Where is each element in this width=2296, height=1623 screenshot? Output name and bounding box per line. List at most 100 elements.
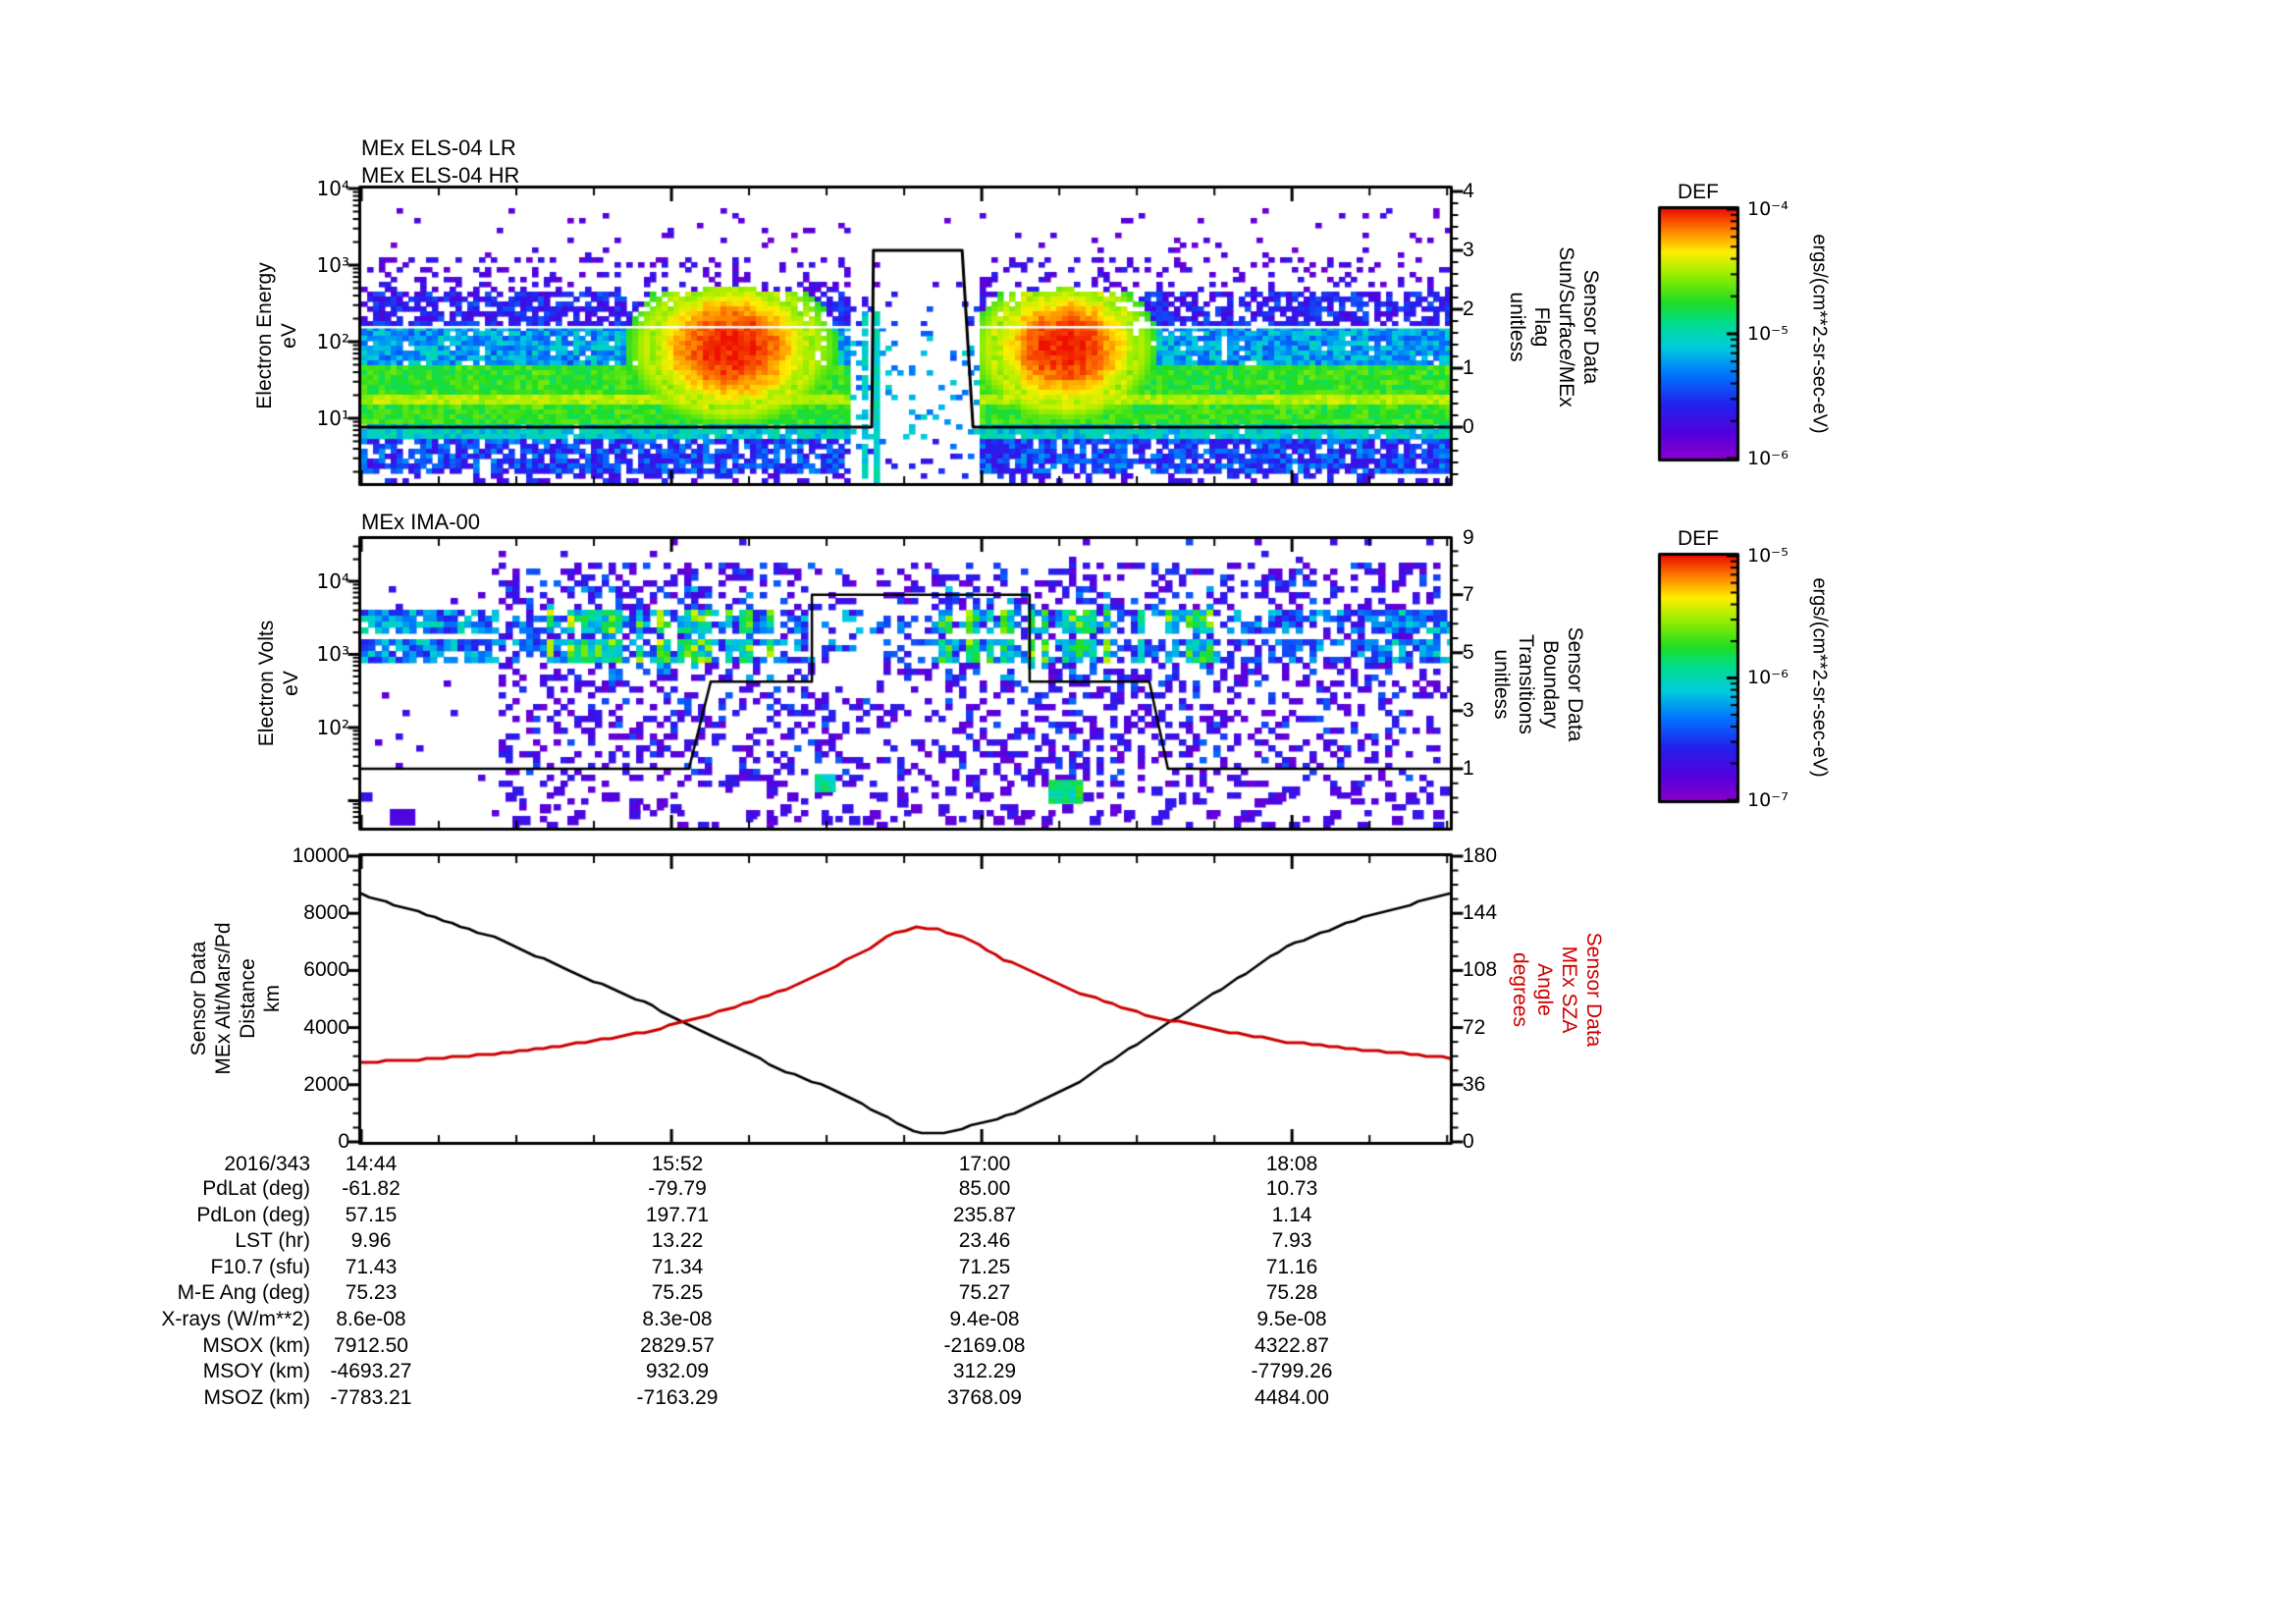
ephemeris-right-axis-label: Sensor Data MEx SZA Angle degrees bbox=[1508, 933, 1606, 1048]
ima-right-axis-label-line2: Boundary bbox=[1539, 640, 1562, 729]
colorbar2-unit-text: ergs/(cm**2-sr-sec-eV) bbox=[1808, 577, 1831, 778]
table-value: 4484.00 bbox=[1255, 1385, 1329, 1409]
ephemeris-left-axis-label: Sensor Data MEx Alt/Mars/Pd Distance km bbox=[187, 922, 285, 1074]
els-title-line1: MEx ELS-04 LR bbox=[361, 135, 516, 160]
els-right-axis-label-line1: Sensor Data bbox=[1579, 269, 1602, 385]
ima-flag-axis-tick-label: 1 bbox=[1463, 757, 1474, 780]
ephemeris-left-tick-label: 10000 bbox=[292, 844, 349, 867]
table-value: 13.22 bbox=[651, 1229, 704, 1253]
table-value: 4322.87 bbox=[1255, 1333, 1329, 1357]
ima-ytick-label: 10² bbox=[316, 716, 349, 739]
ephemeris-right-axis-label-line2: MEx SZA bbox=[1558, 946, 1580, 1034]
ima-y-axis-unit: eV bbox=[280, 671, 302, 696]
colorbar1-tick-label: 10⁻⁶ bbox=[1747, 448, 1789, 469]
table-value: 75.27 bbox=[958, 1281, 1011, 1305]
table-row-label: LST (hr) bbox=[235, 1229, 310, 1253]
colorbar2-unit-label: ergs/(cm**2-sr-sec-eV) bbox=[1807, 577, 1832, 777]
els-title-line2: MEx ELS-04 HR bbox=[361, 163, 520, 188]
ima-y-axis-label: Electron Volts eV bbox=[254, 621, 303, 746]
ima-right-axis-label: Sensor Data Boundary Transitions unitles… bbox=[1489, 627, 1587, 742]
table-value: 2829.57 bbox=[640, 1333, 715, 1357]
ima-flag-axis-tick-label: 5 bbox=[1463, 641, 1474, 664]
ima-title: MEx IMA-00 bbox=[361, 510, 481, 534]
ima-right-axis-label-line3: Transitions bbox=[1515, 634, 1537, 734]
ima-ytick-label: 10⁴ bbox=[316, 569, 349, 593]
ephemeris-right-axis-label-line3: Angle bbox=[1533, 963, 1556, 1016]
els-right-axis-unit: unitless bbox=[1506, 292, 1528, 362]
table-value: 1.14 bbox=[1271, 1203, 1312, 1226]
els-flag-axis-tick-label: 3 bbox=[1463, 239, 1474, 261]
colorbar2-tick-label: 10⁻⁷ bbox=[1747, 789, 1789, 811]
els-flag-axis-tick-label: 4 bbox=[1463, 180, 1474, 202]
els-right-axis-label: Sensor Data Sun/Surface/MEx Flag unitles… bbox=[1505, 246, 1603, 406]
table-value: 71.16 bbox=[1265, 1255, 1318, 1278]
table-value: 23.46 bbox=[958, 1229, 1011, 1253]
els-right-axis-label-line2: Sun/Surface/MEx bbox=[1555, 246, 1577, 407]
table-value: 75.23 bbox=[345, 1281, 398, 1305]
colorbar1-unit-label: ergs/(cm**2-sr-sec-eV) bbox=[1807, 234, 1832, 433]
els-y-axis-label: Electron Energy eV bbox=[252, 262, 301, 408]
table-value: 57.15 bbox=[345, 1203, 398, 1226]
els-flag-axis-tick-label: 1 bbox=[1463, 356, 1474, 379]
table-value: -7163.29 bbox=[636, 1385, 719, 1409]
colorbar1-tick-label: 10⁻⁵ bbox=[1747, 323, 1789, 345]
ephemeris-left-axis-label-line3: Distance bbox=[237, 958, 259, 1039]
table-value: -7799.26 bbox=[1251, 1360, 1333, 1383]
ephemeris-left-axis-unit: km bbox=[261, 985, 284, 1013]
table-value: 75.28 bbox=[1265, 1281, 1318, 1305]
table-row-label: M-E Ang (deg) bbox=[177, 1281, 310, 1305]
colorbar2-tick-label: 10⁻⁵ bbox=[1747, 545, 1789, 567]
table-row-label: MSOY (km) bbox=[202, 1360, 310, 1383]
els-flag-axis-tick-label: 0 bbox=[1463, 415, 1474, 438]
els-ytick-label: 10² bbox=[316, 330, 349, 353]
time-tick-label: 14:44 bbox=[345, 1153, 398, 1175]
colorbar1-unit-text: ergs/(cm**2-sr-sec-eV) bbox=[1808, 234, 1831, 434]
table-value: 8.3e-08 bbox=[642, 1308, 713, 1330]
time-tick-label: 15:52 bbox=[651, 1153, 704, 1175]
table-value: -61.82 bbox=[342, 1177, 400, 1200]
table-value: 9.4e-08 bbox=[949, 1308, 1020, 1330]
els-ytick-label: 10³ bbox=[316, 253, 349, 277]
table-value: 235.87 bbox=[952, 1203, 1017, 1226]
els-ytick-label: 10¹ bbox=[316, 406, 349, 430]
table-value: 3768.09 bbox=[947, 1385, 1022, 1409]
els-y-axis-label-line: Electron Energy bbox=[253, 262, 276, 409]
els-flag-axis-tick-label: 2 bbox=[1463, 298, 1474, 320]
table-value: 75.25 bbox=[651, 1281, 704, 1305]
ima-flag-axis-tick-label: 3 bbox=[1463, 699, 1474, 722]
table-value: -79.79 bbox=[648, 1177, 707, 1200]
table-value: 71.34 bbox=[651, 1255, 704, 1278]
ima-right-axis-unit: unitless bbox=[1490, 649, 1513, 720]
colorbar1-title: DEF bbox=[1678, 181, 1719, 203]
ephemeris-right-axis-unit: degrees bbox=[1509, 952, 1531, 1027]
ephemeris-left-tick-label: 2000 bbox=[303, 1073, 349, 1096]
ephemeris-left-tick-label: 4000 bbox=[303, 1016, 349, 1039]
ephemeris-left-tick-label: 6000 bbox=[303, 958, 349, 981]
ephemeris-left-tick-label: 8000 bbox=[303, 901, 349, 924]
ephemeris-right-tick-label: 180 bbox=[1463, 844, 1498, 867]
table-value: 71.43 bbox=[345, 1255, 398, 1278]
ima-ytick-label: 10³ bbox=[316, 642, 349, 666]
ima-right-axis-label-line1: Sensor Data bbox=[1564, 626, 1586, 742]
time-tick-label: 18:08 bbox=[1265, 1153, 1318, 1175]
table-row-label: MSOZ (km) bbox=[203, 1385, 310, 1409]
els-y-axis-unit: eV bbox=[278, 323, 300, 349]
table-row-label: PdLon (deg) bbox=[196, 1203, 310, 1226]
table-row-label: MSOX (km) bbox=[202, 1333, 310, 1357]
ima-flag-axis-tick-label: 9 bbox=[1463, 526, 1474, 549]
table-value: -4693.27 bbox=[330, 1360, 412, 1383]
table-value: 7912.50 bbox=[334, 1333, 408, 1357]
table-value: 9.96 bbox=[350, 1229, 392, 1253]
table-value: 71.25 bbox=[958, 1255, 1011, 1278]
ephemeris-left-axis-label-line2: MEx Alt/Mars/Pd bbox=[212, 922, 235, 1075]
ima-flag-axis-tick-label: 7 bbox=[1463, 583, 1474, 606]
ephemeris-left-axis-label-line1: Sensor Data bbox=[187, 941, 210, 1056]
ephemeris-right-tick-label: 108 bbox=[1463, 958, 1498, 981]
table-row-label: X-rays (W/m**2) bbox=[161, 1308, 310, 1330]
table-value: 197.71 bbox=[645, 1203, 710, 1226]
table-value: 7.93 bbox=[1271, 1229, 1312, 1253]
ephemeris-right-tick-label: 0 bbox=[1463, 1130, 1474, 1153]
table-value: -2169.08 bbox=[943, 1333, 1026, 1357]
colorbar2-tick-label: 10⁻⁶ bbox=[1747, 667, 1789, 688]
